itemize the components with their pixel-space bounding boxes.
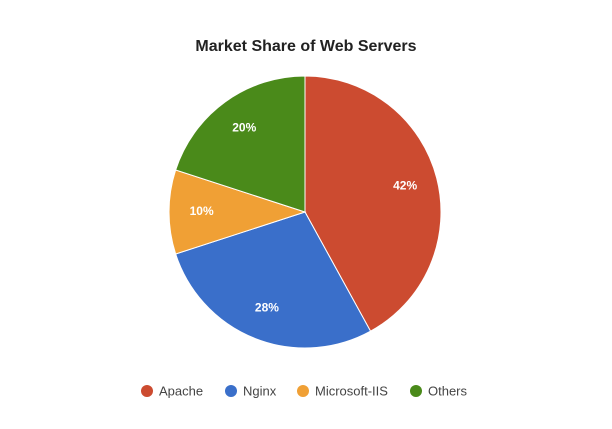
slice-label: 20%: [232, 121, 256, 135]
legend-marker: [410, 385, 422, 397]
chart-title: Market Share of Web Servers: [195, 38, 416, 55]
legend-marker: [141, 385, 153, 397]
pie-slice: [168, 169, 307, 255]
legend-label: Microsoft-IIS: [315, 383, 388, 398]
slice-label: 10%: [190, 204, 214, 218]
legend-label: Apache: [159, 383, 203, 398]
pie-slice: [304, 75, 442, 332]
legend-marker: [297, 385, 309, 397]
slice-label: 28%: [255, 300, 279, 314]
legend-marker: [225, 385, 237, 397]
legend-label: Nginx: [243, 383, 277, 398]
legend-label: Others: [428, 383, 468, 398]
slice-label: 42%: [393, 178, 417, 192]
pie-slice: [175, 211, 372, 349]
pie-slice: [175, 75, 306, 213]
